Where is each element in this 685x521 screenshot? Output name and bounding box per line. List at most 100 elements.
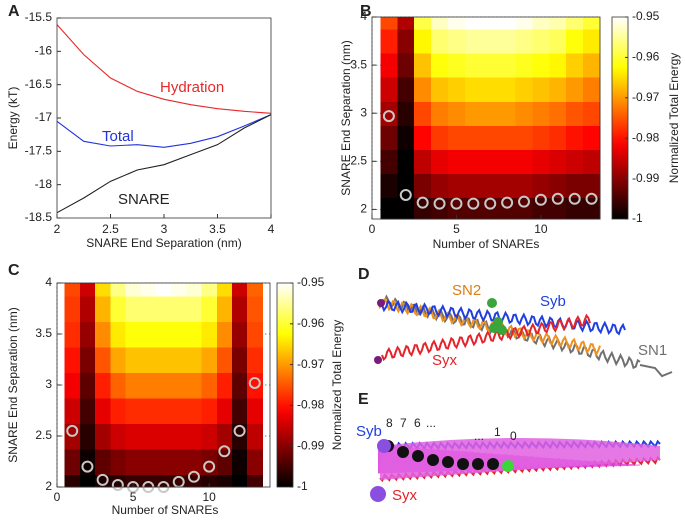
minimum-marker <box>501 196 514 209</box>
heatmap-cell <box>549 149 567 174</box>
heatmap-cell <box>64 295 81 322</box>
colorbar-tick-label: -0.95 <box>297 275 325 289</box>
minimum-marker <box>111 478 124 491</box>
heatmap-cell <box>515 149 534 174</box>
x-tick-label: 10 <box>534 222 548 236</box>
colorbar-tick-label: -0.99 <box>297 438 325 452</box>
chart: B SNARE End Separation (nm) Number of SNAR… <box>339 3 681 251</box>
heatmap-cell <box>231 372 248 399</box>
heatmap-cell <box>201 295 218 322</box>
heatmap-cell <box>231 283 248 297</box>
series-label: SNARE <box>118 191 170 208</box>
heatmap-cell <box>380 125 398 150</box>
heatmap-cell <box>431 173 449 198</box>
heatmap-cell <box>549 173 567 198</box>
y-tick-label: -17.5 <box>25 144 53 158</box>
heatmap-cell <box>186 372 203 399</box>
panel-e: E Syb Syx 8 7 6 ... ... 1 0 <box>356 391 660 504</box>
line <box>56 114 272 148</box>
heatmap-cell <box>231 321 248 348</box>
helix <box>381 299 626 336</box>
minimum-marker <box>66 424 79 437</box>
heatmap-cell <box>464 173 483 198</box>
heatmap-cell <box>448 29 466 54</box>
heatmap-cell <box>110 283 127 297</box>
heatmap-cell <box>515 77 534 102</box>
heatmap-cell <box>431 29 449 54</box>
y-tick-label: -18 <box>35 177 53 191</box>
heatmap-cell <box>448 53 466 78</box>
x-tick-label: 4 <box>268 222 275 236</box>
heatmap-cell <box>481 17 500 30</box>
heatmap-cell <box>532 53 550 78</box>
heatmap-cell <box>171 295 187 322</box>
heatmap-cell <box>583 53 601 78</box>
heatmap-cell <box>397 53 415 78</box>
heatmap-cell <box>515 53 534 78</box>
chart: C SNARE End Separation (nm) Number of SNAR… <box>6 262 344 517</box>
heatmap-cell <box>64 448 81 475</box>
series-label: Total <box>102 128 134 145</box>
heatmap-cell <box>397 125 415 150</box>
heatmap-cell <box>532 149 550 174</box>
heatmap-cell <box>125 346 142 373</box>
minimum-marker <box>187 470 200 483</box>
annotation: SN2 <box>452 282 481 299</box>
heatmap-cell <box>140 423 157 450</box>
heatmap-cell <box>64 372 81 399</box>
colorbar-tick-label: -0.97 <box>297 357 325 371</box>
heatmap-cell <box>201 397 218 424</box>
heatmap-cell <box>498 17 517 30</box>
plot-area: Hydration Total SNARE <box>56 24 272 214</box>
heatmap-cell <box>140 448 157 475</box>
heatmap-cell <box>140 321 157 348</box>
heatmap-cell <box>464 53 483 78</box>
minimum-marker <box>484 197 497 210</box>
heatmap-cell <box>171 448 187 475</box>
heatmap-cell <box>95 321 111 348</box>
heatmap-cell <box>79 372 96 399</box>
heatmap-cell <box>566 173 584 198</box>
annotation: Syx <box>432 352 458 369</box>
heatmap-cell <box>532 173 550 198</box>
heatmap-cell <box>79 474 96 488</box>
heatmap-cell <box>566 29 584 54</box>
x-tick-label: 3.5 <box>209 222 226 236</box>
minimum-marker <box>382 110 395 123</box>
heatmap-cell <box>481 101 500 126</box>
minimum-marker <box>568 192 581 205</box>
heatmap-cell <box>380 77 398 102</box>
heatmap-cell <box>110 423 127 450</box>
heatmap-cell <box>247 474 263 488</box>
heatmap-cell <box>110 372 127 399</box>
heatmap-cell <box>414 149 432 174</box>
heatmap-cell <box>448 101 466 126</box>
heatmap-cell <box>583 77 601 102</box>
heatmap-cell <box>498 101 517 126</box>
heatmap-cell <box>186 423 203 450</box>
minimum-marker <box>450 197 463 210</box>
heatmap-cell <box>549 17 567 30</box>
panel-label: D <box>358 266 370 283</box>
heatmap-cell <box>110 295 127 322</box>
heatmap-cell <box>414 77 432 102</box>
helix <box>377 297 601 357</box>
heatmap-cell <box>201 474 218 488</box>
plot-area <box>371 16 601 220</box>
atom <box>489 323 499 333</box>
minimum-marker <box>218 445 231 458</box>
heatmap-cell <box>464 29 483 54</box>
heatmap-cell <box>186 448 203 475</box>
heatmap-cell <box>64 397 81 424</box>
minimum-marker <box>416 196 429 209</box>
heatmap-cell <box>231 474 248 488</box>
anchor <box>377 439 391 453</box>
heatmap-cell <box>397 197 415 220</box>
heatmap-cell <box>201 321 218 348</box>
annotation: 0 <box>510 429 517 443</box>
heatmap-cell <box>414 125 432 150</box>
heatmap-cell <box>464 17 483 30</box>
heatmap-cell <box>498 173 517 198</box>
heatmap-cell <box>95 397 111 424</box>
x-tick-label: 0 <box>54 490 61 504</box>
